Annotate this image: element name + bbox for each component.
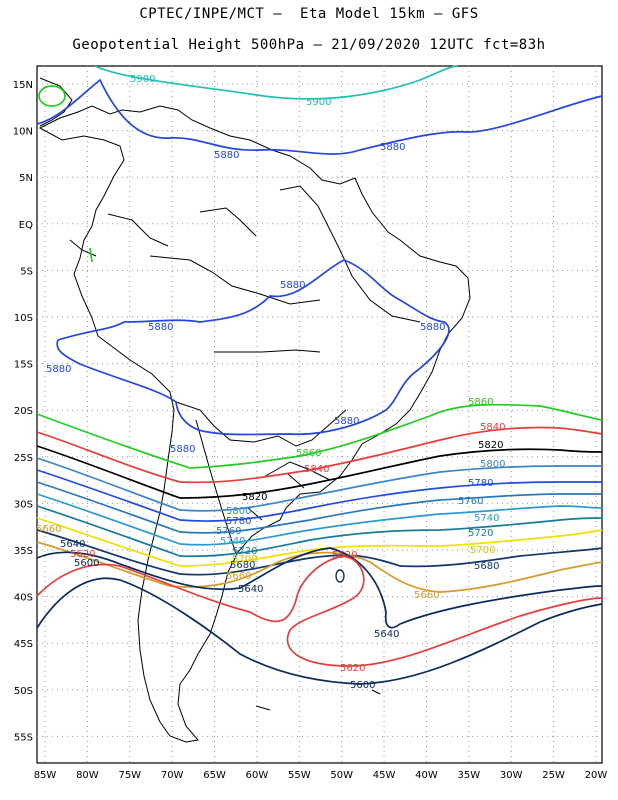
lat-tick-label: 25S — [14, 453, 33, 464]
contour-5700-line — [36, 517, 603, 567]
lon-tick-label: 40W — [415, 770, 438, 781]
lon-tick-label: 85W — [34, 770, 57, 781]
lon-tick-label: 45W — [373, 770, 396, 781]
contour-5840-line — [36, 426, 603, 484]
label-5640-a: 5640 — [238, 584, 263, 595]
label-5840-b: 5840 — [304, 464, 329, 475]
lon-tick-label: 70W — [161, 770, 184, 781]
lon-tick-label: 75W — [118, 770, 141, 781]
label-5880-a: 5880 — [214, 150, 239, 161]
contour-5720-line — [36, 505, 603, 558]
label-5720-b: 5720 — [232, 546, 257, 557]
contour-5820-line — [36, 445, 603, 499]
contour-labels: 5900 5900 5880 5880 5880 5880 5880 5880 … — [36, 74, 505, 691]
lat-tick-label: 10N — [13, 127, 33, 138]
label-5700-b: 5700 — [232, 554, 257, 565]
label-5660-a: 5660 — [414, 590, 439, 601]
label-5640-b: 5640 — [374, 629, 399, 640]
contour-5680-line — [36, 529, 603, 576]
label-5800-b: 5800 — [226, 506, 251, 517]
lon-tick-label: 20W — [585, 770, 608, 781]
longitude-labels: 85W 80W 75W 70W 65W 60W 55W 50W 45W 40W 35W 30W 25W 2… — [34, 770, 608, 781]
lon-tick-label: 35W — [458, 770, 481, 781]
label-5780-b: 5780 — [226, 516, 251, 527]
label-5680-b: 5680 — [230, 560, 255, 571]
label-5620-b: 5620 — [340, 663, 365, 674]
label-5880-d: 5880 — [148, 322, 173, 333]
lat-tick-label: 20S — [14, 406, 33, 417]
map-title: CPTEC/INPE/MCT – Eta Model 15km – GFS — [139, 6, 479, 22]
contour-5860-line — [36, 403, 603, 469]
label-5660-c: 5660 — [36, 524, 61, 535]
lat-tick-label: 15S — [14, 360, 33, 371]
latitude-labels: 15N 10N 5N EQ 5S 10S 15S 20S 25S 30S 35S 40S 45S 50S 5… — [13, 80, 33, 743]
lat-tick-label: EQ — [19, 220, 33, 231]
label-5820-a: 5820 — [478, 440, 503, 451]
label-5620-a: 5620 — [332, 550, 357, 561]
label-5760-a: 5760 — [458, 496, 483, 507]
label-5860-b: 5860 — [296, 448, 321, 459]
lat-tick-label: 10S — [14, 313, 33, 324]
label-5780-a: 5780 — [468, 478, 493, 489]
lat-tick-label: 5N — [19, 173, 33, 184]
contour-5780-line — [36, 469, 602, 522]
contour-5740-line — [36, 493, 603, 546]
lon-tick-label: 30W — [500, 770, 523, 781]
label-5620-c: 5620 — [70, 549, 95, 560]
label-5820-b: 5820 — [242, 492, 267, 503]
contour-5880-south-line — [56, 259, 450, 436]
lat-tick-label: 55S — [14, 732, 33, 743]
map-subtitle: Geopotential Height 500hPa – 21/09/2020 … — [72, 37, 546, 53]
label-5600-b: 5600 — [74, 558, 99, 569]
contour-5660-line — [36, 541, 603, 593]
lat-tick-label: 15N — [13, 80, 33, 91]
lat-tick-label: 50S — [14, 686, 33, 697]
label-5880-g: 5880 — [334, 416, 359, 427]
lat-tick-label: 5S — [20, 266, 33, 277]
contours — [36, 65, 603, 685]
label-5660-b: 5660 — [226, 571, 251, 582]
label-5740-a: 5740 — [474, 513, 499, 524]
lat-tick-label: 45S — [14, 639, 33, 650]
label-5640-c: 5640 — [60, 539, 85, 550]
contour-5600-line — [36, 577, 603, 685]
map-frame — [36, 65, 603, 764]
contour-5880-north-line — [36, 78, 603, 155]
contour-5860-north-line — [38, 85, 66, 107]
label-5880-b: 5880 — [380, 142, 405, 153]
contour-5760-line — [36, 481, 602, 534]
label-5840-a: 5840 — [480, 422, 505, 433]
contour-5620-line — [36, 555, 603, 667]
contour-5900-line — [94, 65, 459, 100]
label-5880-f: 5880 — [46, 364, 71, 375]
label-5880-h: 5880 — [170, 444, 195, 455]
lon-tick-label: 65W — [203, 770, 226, 781]
lon-tick-label: 50W — [330, 770, 353, 781]
lon-tick-label: 60W — [246, 770, 269, 781]
label-5900-b: 5900 — [306, 97, 331, 108]
lon-tick-label: 25W — [542, 770, 565, 781]
label-5600-a: 5600 — [350, 680, 375, 691]
contour-5860-andes-line — [89, 247, 93, 263]
lat-tick-label: 40S — [14, 593, 33, 604]
label-5700-a: 5700 — [470, 545, 495, 556]
lat-tick-label: 35S — [14, 546, 33, 557]
label-5740-b: 5740 — [220, 536, 245, 547]
label-5680-a: 5680 — [474, 561, 499, 572]
lat-tick-label: 30S — [14, 499, 33, 510]
label-5720-a: 5720 — [468, 528, 493, 539]
lon-tick-label: 55W — [288, 770, 311, 781]
contour-5620-closed-line — [335, 569, 345, 583]
label-5800-a: 5800 — [480, 459, 505, 470]
label-5900-a: 5900 — [130, 74, 155, 85]
label-5880-c: 5880 — [280, 280, 305, 291]
graticule — [37, 66, 602, 763]
label-5860-a: 5860 — [468, 397, 493, 408]
label-5760-b: 5760 — [216, 526, 241, 537]
label-5880-e: 5880 — [420, 322, 445, 333]
lon-tick-label: 80W — [76, 770, 99, 781]
contour-5800-line — [36, 457, 602, 512]
